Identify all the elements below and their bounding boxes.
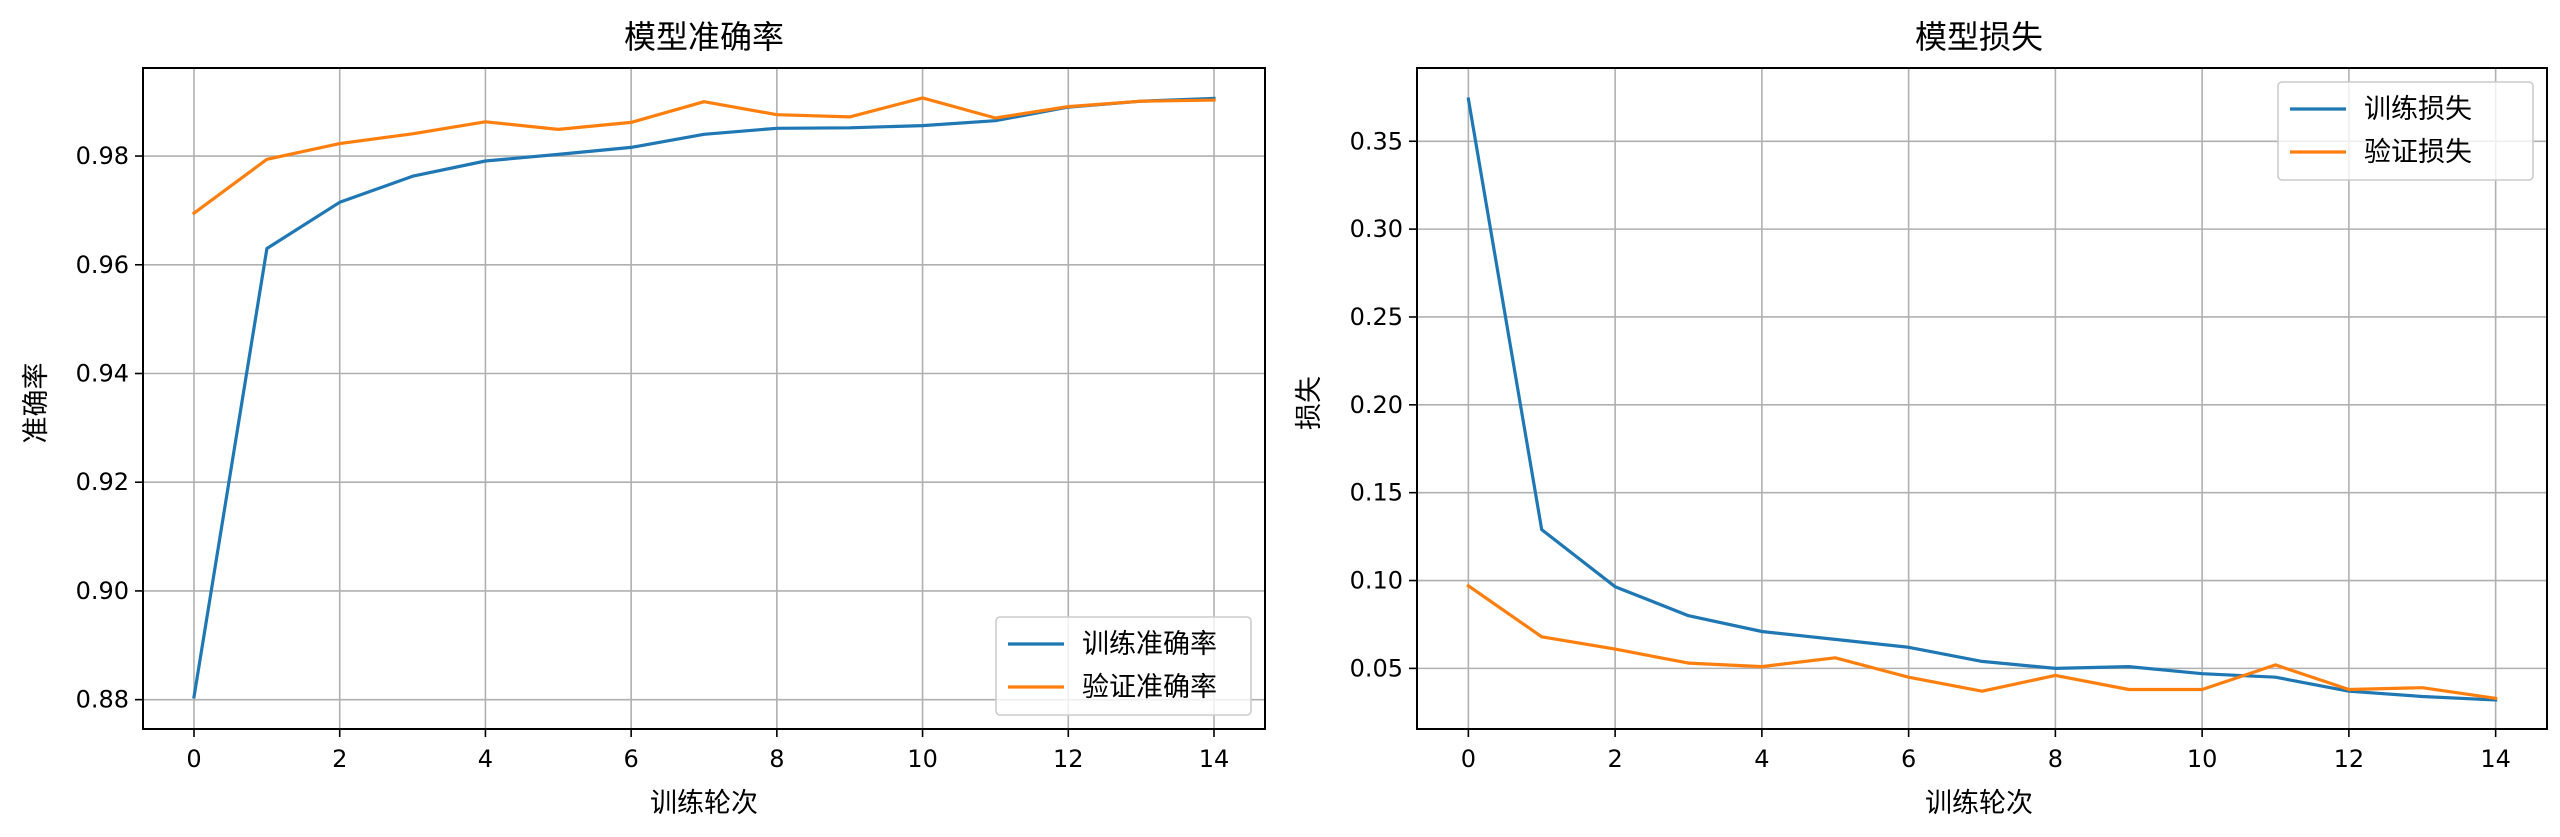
loss-legend-label: 训练损失 bbox=[2364, 94, 2472, 125]
loss-ytick-label: 0.10 bbox=[1350, 567, 1403, 595]
loss-chart-ylabel: 损失 bbox=[1294, 376, 1325, 430]
acc-ytick-label: 0.94 bbox=[76, 359, 129, 387]
acc-xtick-label: 10 bbox=[907, 745, 938, 773]
acc-xtick-label: 8 bbox=[769, 745, 784, 773]
accuracy-chart-ylabel: 准确率 bbox=[21, 363, 52, 444]
loss-ytick-label: 0.30 bbox=[1350, 215, 1403, 243]
loss-series-line-train bbox=[1466, 97, 2498, 702]
loss-ytick-label: 0.25 bbox=[1350, 303, 1403, 331]
loss-ytick-label: 0.05 bbox=[1350, 654, 1403, 682]
loss-chart-xlabel: 训练轮次 bbox=[1925, 788, 2033, 819]
acc-xtick-label: 6 bbox=[624, 745, 639, 773]
loss-xtick-label: 0 bbox=[1461, 745, 1476, 773]
loss-plot-frame bbox=[1416, 67, 2548, 730]
loss-series-line-val bbox=[1466, 583, 2498, 701]
acc-xtick-label: 0 bbox=[186, 745, 201, 773]
loss-chart-title: 模型损失 bbox=[1915, 18, 2043, 56]
loss-xtick-label: 4 bbox=[1754, 745, 1769, 773]
loss-xtick-label: 14 bbox=[2480, 745, 2511, 773]
acc-ytick-label: 0.90 bbox=[76, 577, 129, 605]
acc-xtick-label: 12 bbox=[1053, 745, 1084, 773]
loss-chart: 模型损失 训练轮次 损失 0 2 4 6 8 10 12 14 0.05 0.10 0.15 0.20… bbox=[1294, 18, 2548, 819]
loss-legend-label: 验证损失 bbox=[2364, 137, 2472, 168]
acc-xtick-label: 2 bbox=[332, 745, 347, 773]
accuracy-chart-title: 模型准确率 bbox=[624, 18, 784, 56]
loss-xtick-label: 2 bbox=[1607, 745, 1622, 773]
accuracy-chart: 模型准确率 训练轮次 准确率 0 2 4 6 8 10 12 14 0.88 0.90 0.92 0.… bbox=[21, 18, 1266, 819]
loss-legend-box bbox=[2277, 81, 2534, 181]
acc-ytick-label: 0.98 bbox=[76, 142, 129, 170]
acc-legend-label: 验证准确率 bbox=[1082, 672, 1217, 703]
acc-series-line-train bbox=[192, 96, 1216, 699]
acc-ytick-label: 0.92 bbox=[76, 468, 129, 496]
acc-ytick-label: 0.96 bbox=[76, 251, 129, 279]
loss-ytick-label: 0.35 bbox=[1350, 127, 1403, 155]
acc-series-line-val bbox=[191, 96, 1216, 216]
loss-xtick-label: 10 bbox=[2187, 745, 2218, 773]
acc-legend-label: 训练准确率 bbox=[1082, 629, 1217, 660]
acc-ytick-label: 0.88 bbox=[76, 686, 129, 714]
loss-xtick-label: 12 bbox=[2334, 745, 2365, 773]
loss-ytick-label: 0.20 bbox=[1350, 391, 1403, 419]
accuracy-chart-xlabel: 训练轮次 bbox=[650, 788, 758, 819]
acc-plot-frame bbox=[142, 67, 1266, 730]
acc-xtick-label: 4 bbox=[478, 745, 493, 773]
loss-ytick-label: 0.15 bbox=[1350, 479, 1403, 507]
acc-legend-box bbox=[995, 616, 1252, 716]
loss-xtick-label: 8 bbox=[2048, 745, 2063, 773]
acc-xtick-label: 14 bbox=[1199, 745, 1230, 773]
loss-xtick-label: 6 bbox=[1901, 745, 1916, 773]
